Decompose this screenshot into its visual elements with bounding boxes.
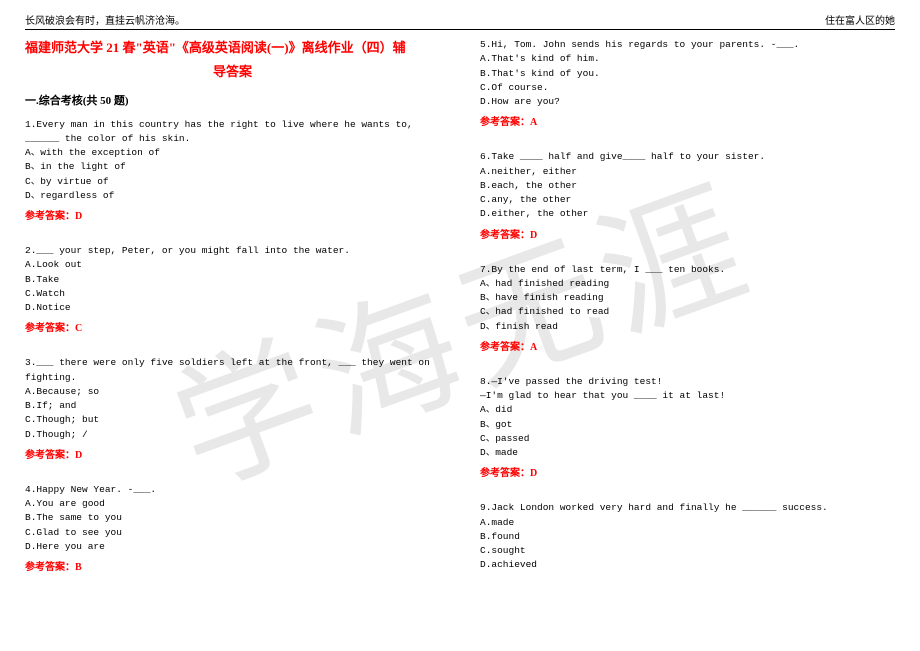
q2-answer: 参考答案：C xyxy=(25,321,440,336)
q1-text: 1.Every man in this country has the righ… xyxy=(25,118,440,147)
header-row: 长风破浪会有时，直挂云帆济沧海。 住在富人区的她 xyxy=(25,12,895,27)
q8-text2: —I'm glad to hear that you ____ it at la… xyxy=(480,389,895,403)
q2-opt-a: A.Look out xyxy=(25,258,440,272)
q4-opt-d: D.Here you are xyxy=(25,540,440,554)
doc-title-1: 福建师范大学 21 春"英语"《高级英语阅读(一)》离线作业（四）辅 xyxy=(25,38,440,58)
page-content: 长风破浪会有时，直挂云帆济沧海。 住在富人区的她 福建师范大学 21 春"英语"… xyxy=(0,0,920,607)
question-5: 5.Hi, Tom. John sends his regards to you… xyxy=(480,38,895,109)
question-2: 2.___ your step, Peter, or you might fal… xyxy=(25,244,440,315)
q5-text: 5.Hi, Tom. John sends his regards to you… xyxy=(480,38,895,52)
question-4: 4.Happy New Year. -___. A.You are good B… xyxy=(25,483,440,554)
q1-opt-a: A、with the exception of xyxy=(25,146,440,160)
q4-answer: 参考答案：B xyxy=(25,560,440,575)
q1-opt-d: D、regardless of xyxy=(25,189,440,203)
q9-opt-b: B.found xyxy=(480,530,895,544)
q4-opt-c: C.Glad to see you xyxy=(25,526,440,540)
question-7: 7.By the end of last term, I ___ ten boo… xyxy=(480,263,895,334)
q8-answer: 参考答案：D xyxy=(480,466,895,481)
question-9: 9.Jack London worked very hard and final… xyxy=(480,501,895,572)
q3-opt-a: A.Because; so xyxy=(25,385,440,399)
q4-opt-a: A.You are good xyxy=(25,497,440,511)
q3-answer: 参考答案：D xyxy=(25,448,440,463)
q4-text: 4.Happy New Year. -___. xyxy=(25,483,440,497)
q5-answer: 参考答案：A xyxy=(480,115,895,130)
q9-opt-d: D.achieved xyxy=(480,558,895,572)
q6-opt-d: D.either, the other xyxy=(480,207,895,221)
q7-opt-c: C、had finished to read xyxy=(480,305,895,319)
q8-text: 8.—I've passed the driving test! xyxy=(480,375,895,389)
q8-opt-a: A、did xyxy=(480,403,895,417)
q1-opt-b: B、in the light of xyxy=(25,160,440,174)
q2-opt-d: D.Notice xyxy=(25,301,440,315)
question-1: 1.Every man in this country has the righ… xyxy=(25,118,440,204)
q1-answer: 参考答案：D xyxy=(25,209,440,224)
q5-opt-a: A.That's kind of him. xyxy=(480,52,895,66)
q4-opt-b: B.The same to you xyxy=(25,511,440,525)
q8-opt-c: C、passed xyxy=(480,432,895,446)
q2-opt-b: B.Take xyxy=(25,273,440,287)
header-underline xyxy=(25,29,895,30)
q9-opt-a: A.made xyxy=(480,516,895,530)
section-header: 一.综合考核(共 50 题) xyxy=(25,93,440,110)
q6-opt-a: A.neither, either xyxy=(480,165,895,179)
q6-text: 6.Take ____ half and give____ half to yo… xyxy=(480,150,895,164)
header-left: 长风破浪会有时，直挂云帆济沧海。 xyxy=(25,12,185,27)
q2-text: 2.___ your step, Peter, or you might fal… xyxy=(25,244,440,258)
q1-opt-c: C、by virtue of xyxy=(25,175,440,189)
header-right: 住在富人区的她 xyxy=(825,12,895,27)
q3-text: 3.___ there were only five soldiers left… xyxy=(25,356,440,385)
q8-opt-d: D、made xyxy=(480,446,895,460)
q9-opt-c: C.sought xyxy=(480,544,895,558)
q5-opt-d: D.How are you? xyxy=(480,95,895,109)
q7-answer: 参考答案：A xyxy=(480,340,895,355)
question-6: 6.Take ____ half and give____ half to yo… xyxy=(480,150,895,221)
columns: 福建师范大学 21 春"英语"《高级英语阅读(一)》离线作业（四）辅 导答案 一… xyxy=(25,38,895,595)
column-right: 5.Hi, Tom. John sends his regards to you… xyxy=(480,38,895,595)
q3-opt-c: C.Though; but xyxy=(25,413,440,427)
question-8: 8.—I've passed the driving test! —I'm gl… xyxy=(480,375,895,461)
doc-title-2: 导答案 xyxy=(25,62,440,82)
column-left: 福建师范大学 21 春"英语"《高级英语阅读(一)》离线作业（四）辅 导答案 一… xyxy=(25,38,440,595)
question-3: 3.___ there were only five soldiers left… xyxy=(25,356,440,442)
q7-opt-b: B、have finish reading xyxy=(480,291,895,305)
q8-opt-b: B、got xyxy=(480,418,895,432)
q7-text: 7.By the end of last term, I ___ ten boo… xyxy=(480,263,895,277)
q5-opt-b: B.That's kind of you. xyxy=(480,67,895,81)
q3-opt-d: D.Though; / xyxy=(25,428,440,442)
q7-opt-d: D、finish read xyxy=(480,320,895,334)
q6-opt-b: B.each, the other xyxy=(480,179,895,193)
q7-opt-a: A、had finished reading xyxy=(480,277,895,291)
q6-opt-c: C.any, the other xyxy=(480,193,895,207)
q2-opt-c: C.Watch xyxy=(25,287,440,301)
q3-opt-b: B.If; and xyxy=(25,399,440,413)
q5-opt-c: C.Of course. xyxy=(480,81,895,95)
q9-text: 9.Jack London worked very hard and final… xyxy=(480,501,895,515)
q6-answer: 参考答案：D xyxy=(480,228,895,243)
